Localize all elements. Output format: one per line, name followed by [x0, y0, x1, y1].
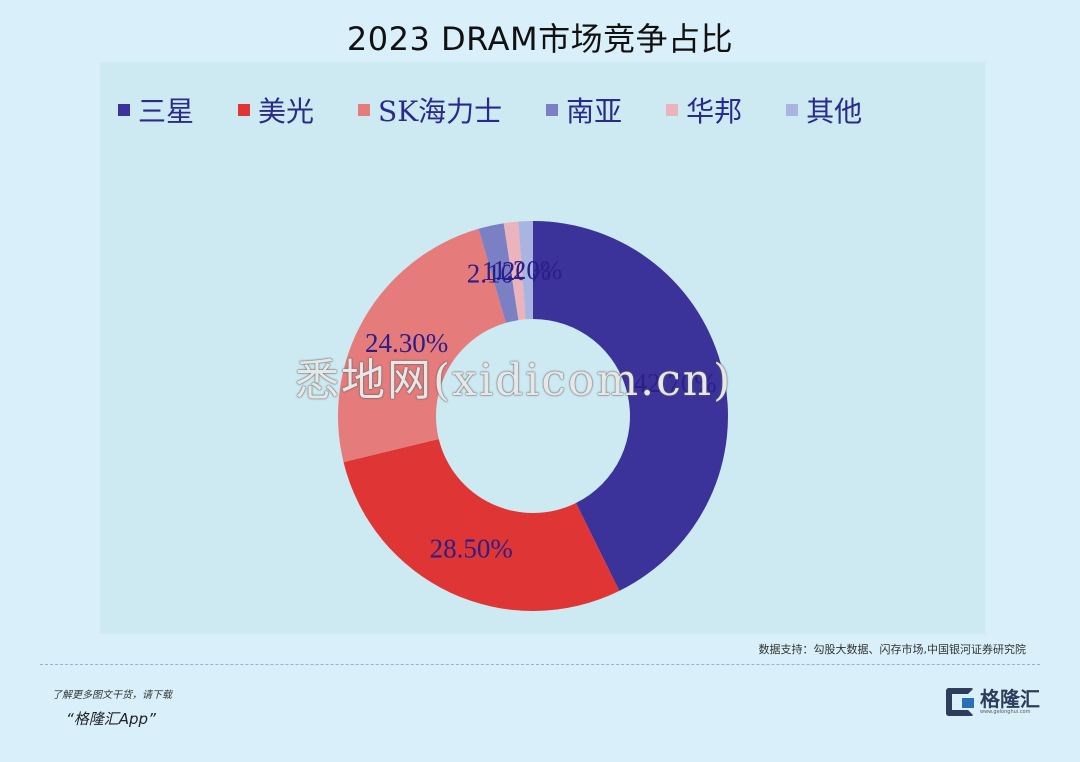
legend-item: 美光 — [238, 90, 314, 130]
legend-swatch — [118, 104, 130, 116]
donut-slice — [518, 221, 533, 320]
divider — [40, 664, 1040, 665]
logo-name: 格隆汇 — [980, 687, 1040, 711]
logo-g-icon — [946, 688, 974, 716]
source-note: 数据支持：勾股大数据、闪存市场,中国银河证券研究院 — [758, 643, 1027, 656]
donut-slice — [343, 438, 620, 612]
legend-swatch — [666, 104, 679, 116]
donut-slice — [503, 221, 526, 321]
legend-item: 华邦 — [666, 90, 742, 130]
legend-label: 三星 — [138, 95, 195, 128]
chart-title: 2023 DRAM市场竞争占比 — [346, 20, 734, 58]
slice-label: 42.70% — [634, 368, 717, 398]
promo-app-name: “格隆汇App” — [66, 710, 156, 728]
donut-slice — [533, 221, 729, 591]
slice-label: 28.50% — [430, 533, 513, 563]
legend-label: 南亚 — [566, 95, 623, 128]
legend-label: SK海力士 — [378, 95, 503, 128]
donut-slice — [478, 223, 519, 323]
brand-logo: 格隆汇 www.gelonghui.com — [946, 688, 1040, 716]
slice-label: 1.20% — [482, 256, 552, 286]
slice-label: 24.30% — [365, 328, 448, 358]
slice-label: 1.20% — [493, 255, 563, 285]
legend-swatch — [238, 104, 251, 116]
legend-label: 其他 — [806, 95, 863, 128]
logo-url: www.gelonghui.com — [980, 709, 1031, 715]
legend-swatch — [786, 104, 799, 116]
legend-swatch — [546, 104, 559, 116]
legend-label: 美光 — [258, 95, 315, 128]
legend-item: 三星 — [118, 90, 194, 130]
legend-item: SK海力士 — [358, 90, 502, 130]
donut-slice — [338, 228, 506, 463]
legend: 三星 美光 SK海力士 南亚 华邦 其他 — [118, 90, 906, 130]
legend-label: 华邦 — [686, 95, 743, 128]
watermark: 悉地网(xidicom.cn) — [295, 355, 733, 406]
plot-area: 三星 美光 SK海力士 南亚 华邦 其他 — [100, 62, 985, 634]
legend-item: 其他 — [786, 90, 862, 130]
legend-swatch — [358, 104, 371, 116]
legend-item: 南亚 — [546, 90, 622, 130]
promo-text: 了解更多图文干货，请下载 — [52, 690, 172, 701]
